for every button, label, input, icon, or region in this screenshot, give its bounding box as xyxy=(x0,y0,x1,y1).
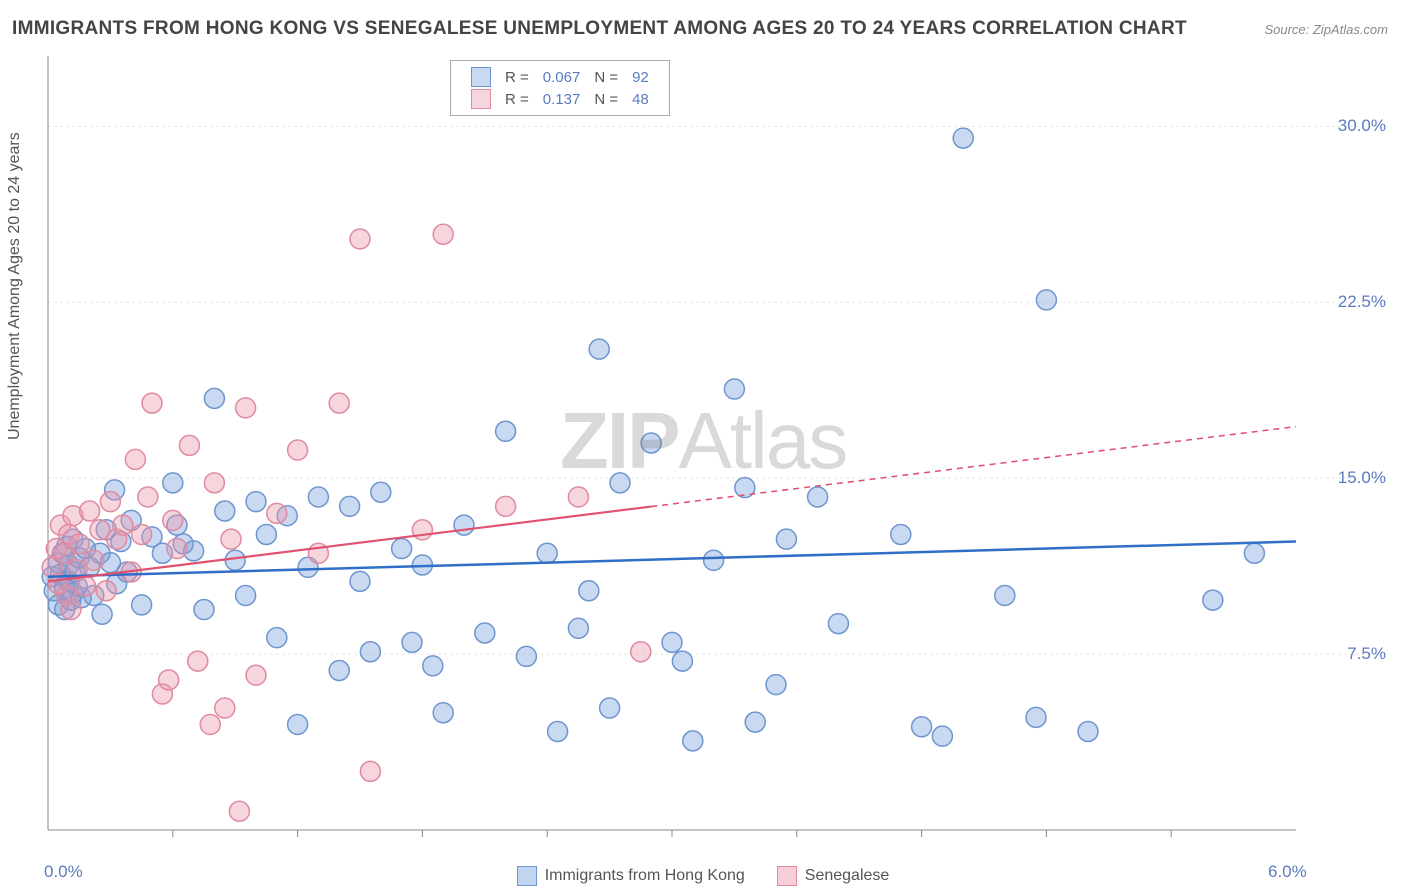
x-tick-label: 0.0% xyxy=(44,862,83,882)
legend-item: Senegalese xyxy=(777,866,890,886)
legend-item: Immigrants from Hong Kong xyxy=(517,866,745,886)
r-label: R = xyxy=(501,67,533,87)
r-label: R = xyxy=(501,89,533,109)
y-tick-label: 22.5% xyxy=(1338,292,1386,312)
y-tick-label: 15.0% xyxy=(1338,468,1386,488)
legend-swatch xyxy=(777,866,797,886)
r-value: 0.137 xyxy=(539,89,585,109)
y-tick-label: 7.5% xyxy=(1347,644,1386,664)
scatter-chart xyxy=(0,0,1406,892)
y-tick-label: 30.0% xyxy=(1338,116,1386,136)
n-value: 92 xyxy=(628,67,653,87)
n-label: N = xyxy=(590,89,622,109)
legend-swatch xyxy=(517,866,537,886)
legend-swatch xyxy=(471,67,491,87)
correlation-row: R = 0.067N = 92 xyxy=(467,67,653,87)
series-legend: Immigrants from Hong Kong Senegalese xyxy=(0,866,1406,886)
n-label: N = xyxy=(590,67,622,87)
n-value: 48 xyxy=(628,89,653,109)
legend-swatch xyxy=(471,89,491,109)
legend-label: Immigrants from Hong Kong xyxy=(545,867,745,885)
r-value: 0.067 xyxy=(539,67,585,87)
legend-label: Senegalese xyxy=(805,867,890,885)
x-tick-label: 6.0% xyxy=(1268,862,1307,882)
correlation-legend: R = 0.067N = 92 R = 0.137N = 48 xyxy=(450,60,670,116)
correlation-row: R = 0.137N = 48 xyxy=(467,89,653,109)
